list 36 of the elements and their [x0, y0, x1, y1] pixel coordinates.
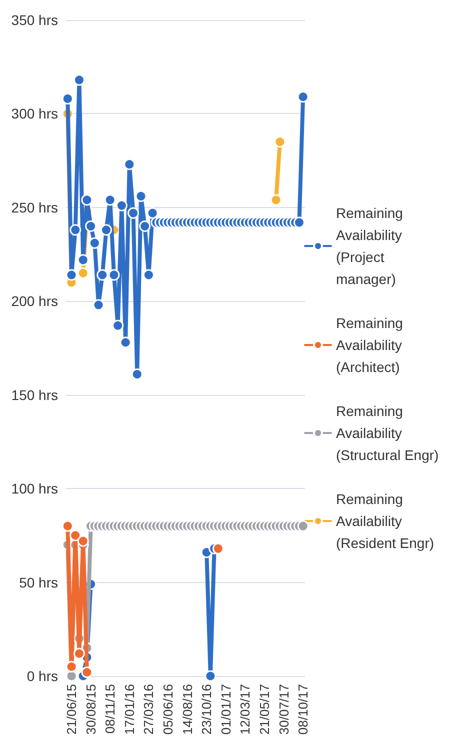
- point: [70, 530, 82, 542]
- x-tick-label: 30/07/17: [276, 684, 292, 735]
- x-tick-label: 05/06/16: [160, 684, 176, 735]
- legend-label: Remaining Availability (Project manager): [336, 205, 407, 287]
- point: [212, 542, 224, 554]
- point: [204, 670, 216, 682]
- x-tick-label: 12/03/17: [238, 684, 253, 735]
- x-tick-label: 23/10/16: [199, 684, 214, 735]
- x-tick-label: 17/01/16: [122, 684, 137, 735]
- x-tick-label: 14/08/16: [180, 684, 195, 735]
- point: [77, 535, 89, 547]
- legend-label: Remaining Availability (Architect): [336, 315, 407, 375]
- x-tick-label: 01/01/17: [218, 684, 234, 735]
- y-tick-label: 0 hrs: [26, 668, 58, 684]
- x-tick-label: 27/03/16: [141, 684, 156, 735]
- point: [66, 660, 78, 672]
- point: [73, 648, 85, 660]
- legend-label: Remaining Availability (Resident Engr): [336, 491, 434, 551]
- y-tick-label: 300 hrs: [11, 106, 58, 122]
- y-tick-label: 200 hrs: [11, 293, 58, 310]
- point: [77, 267, 89, 279]
- y-tick-label: 350 hrs: [11, 12, 58, 28]
- x-tick-label: 21/06/15: [64, 684, 80, 735]
- point: [270, 194, 282, 206]
- x-tick-label: 30/08/15: [83, 684, 98, 735]
- y-tick-label: 250 hrs: [11, 199, 58, 216]
- y-tick-label: 150 hrs: [11, 386, 58, 403]
- point: [81, 666, 93, 678]
- x-tick-label: 08/10/17: [296, 684, 311, 735]
- point: [274, 136, 286, 148]
- point: [62, 520, 74, 532]
- legend-label: Remaining Availability (Structural Engr): [336, 403, 439, 463]
- x-tick-label: 21/05/17: [256, 684, 272, 735]
- x-tick-label: 08/11/15: [102, 684, 118, 734]
- y-tick-label: 50 hrs: [19, 574, 58, 590]
- y-tick-label: 100 hrs: [11, 480, 58, 497]
